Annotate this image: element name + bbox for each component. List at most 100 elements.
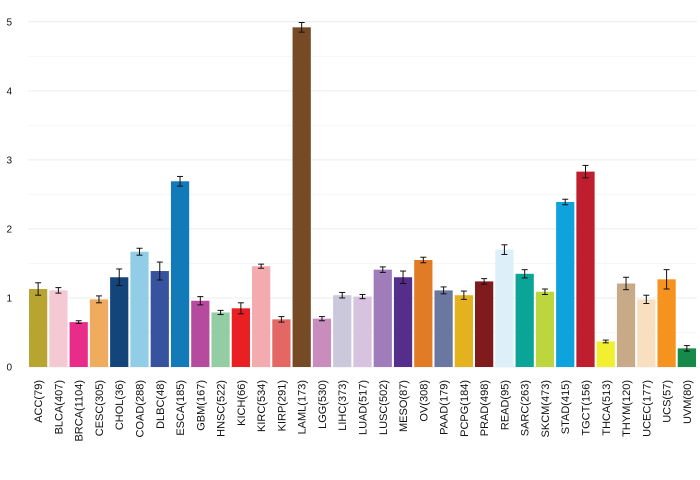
x-tick-label: LUAD(517) — [358, 380, 370, 435]
y-tick-label: 3 — [6, 155, 12, 166]
bar-esca — [170, 181, 190, 367]
bar-kirp — [272, 319, 291, 367]
error-bar — [663, 269, 670, 290]
x-tick-label: BRCA(1104) — [74, 380, 86, 442]
bar-blca — [49, 290, 68, 367]
error-bar — [359, 294, 366, 300]
bar-sarc — [515, 273, 534, 367]
error-bar — [339, 291, 346, 299]
bar-coad — [130, 251, 149, 367]
error-bar — [623, 276, 630, 291]
error-bars — [35, 21, 690, 352]
error-bar — [643, 294, 650, 304]
x-axis: ACC(79) BLCA(407) BRCA(1104) CESC(305) CHOL(… — [33, 380, 694, 442]
bar-ov — [414, 259, 433, 367]
bars — [29, 27, 696, 367]
error-bar — [683, 345, 690, 352]
error-bar — [75, 320, 82, 325]
error-bar — [318, 316, 325, 322]
error-bar — [237, 302, 244, 315]
bar-ucs — [657, 279, 676, 367]
bar-dlbc — [150, 271, 169, 367]
x-tick-label: BLCA(407) — [53, 380, 65, 434]
x-tick-label: UVM(80) — [682, 380, 694, 424]
y-tick-label: 0 — [6, 363, 12, 374]
x-tick-label: TGCT(156) — [581, 380, 593, 436]
x-tick-label: PRAD(498) — [479, 380, 491, 436]
error-bar — [116, 268, 123, 287]
x-tick-label: READ(95) — [499, 380, 511, 430]
error-bar — [298, 21, 305, 33]
y-tick-label: 4 — [6, 86, 12, 97]
x-tick-label: OV(308) — [418, 380, 430, 422]
bar-lihc — [333, 295, 352, 367]
bar-laml — [292, 27, 311, 367]
error-bar — [521, 269, 528, 279]
error-bar — [582, 164, 589, 179]
bar-brca — [69, 322, 88, 367]
x-tick-label: KICH(66) — [236, 380, 248, 426]
error-bar — [177, 175, 184, 187]
x-tick-label: CESC(305) — [94, 380, 106, 436]
x-tick-label: HNSC(522) — [216, 380, 228, 437]
x-tick-label: THYM(120) — [621, 380, 633, 437]
x-tick-label: GBM(167) — [195, 380, 207, 431]
bar-chol — [110, 277, 129, 367]
x-tick-label: STAD(415) — [560, 380, 572, 434]
bar-skcm — [535, 291, 555, 367]
x-tick-label: SARC(263) — [520, 380, 532, 436]
x-tick-label: LIHC(373) — [337, 380, 349, 431]
x-tick-label: LAML(173) — [297, 380, 309, 434]
error-bar — [501, 244, 508, 255]
y-tick-label: 1 — [6, 293, 12, 304]
x-tick-label: KIRP(291) — [276, 380, 288, 431]
error-bar — [379, 266, 386, 273]
x-tick-label: THCA(513) — [601, 380, 613, 436]
bar-thca — [596, 341, 615, 367]
bar-kich — [231, 308, 250, 367]
error-bar — [460, 290, 467, 300]
error-bar — [420, 256, 427, 264]
error-bar — [35, 282, 42, 296]
error-bar — [541, 288, 548, 296]
bar-kirc — [252, 266, 271, 367]
x-tick-label: SKCM(473) — [540, 380, 552, 437]
x-tick-label: ACC(79) — [33, 380, 45, 423]
bar-gbm — [191, 300, 210, 367]
x-tick-label: PAAD(179) — [439, 380, 451, 435]
bar-hnsc — [211, 312, 230, 367]
error-bar — [156, 261, 163, 281]
bar-thym — [616, 283, 636, 367]
y-tick-label: 5 — [6, 17, 12, 28]
error-bar — [440, 286, 447, 295]
x-tick-label: LUSC(502) — [378, 380, 390, 435]
x-tick-label: UCS(57) — [662, 380, 674, 423]
error-bar — [136, 247, 143, 256]
error-bar — [481, 278, 488, 285]
error-bar — [197, 296, 204, 306]
error-bar — [258, 263, 265, 269]
x-tick-label: KIRC(534) — [256, 380, 268, 432]
bar-paad — [434, 290, 453, 367]
y-tick-label: 2 — [6, 224, 12, 235]
error-bar — [55, 287, 62, 294]
bar-ucec — [637, 299, 656, 367]
x-tick-label: DLBC(48) — [155, 380, 167, 429]
y-axis: 0 1 2 3 4 5 — [6, 17, 12, 373]
bar-pcpg — [454, 295, 473, 367]
x-tick-label: MESO(87) — [398, 380, 410, 432]
x-tick-label: PCPG(184) — [459, 380, 471, 437]
bar-read — [495, 249, 514, 367]
x-tick-label: UCEC(177) — [641, 380, 653, 437]
x-tick-label: CHOL(36) — [114, 380, 126, 430]
bar-stad — [556, 201, 575, 367]
error-bar — [400, 270, 407, 284]
x-tick-label: COAD(288) — [135, 380, 147, 437]
error-bar — [217, 309, 224, 316]
error-bar — [278, 316, 285, 323]
bar-lgg — [312, 318, 332, 367]
x-tick-label: LGG(530) — [317, 380, 329, 429]
bar-lusc — [373, 269, 392, 367]
x-tick-label: ESCA(185) — [175, 380, 187, 436]
